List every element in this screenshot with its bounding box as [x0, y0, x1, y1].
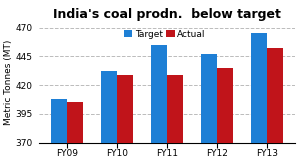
Title: India's coal prodn.  below target: India's coal prodn. below target: [53, 8, 281, 21]
Bar: [201, 54, 217, 168]
Bar: [151, 45, 167, 168]
Bar: [117, 75, 133, 168]
Bar: [51, 99, 67, 168]
Legend: Target, Actual: Target, Actual: [120, 26, 209, 43]
Bar: [101, 71, 117, 168]
Y-axis label: Metric Tonnes (MT): Metric Tonnes (MT): [4, 40, 13, 125]
Bar: [67, 102, 83, 168]
Bar: [167, 75, 183, 168]
Bar: [217, 68, 233, 168]
Bar: [251, 33, 267, 168]
Bar: [267, 48, 283, 168]
